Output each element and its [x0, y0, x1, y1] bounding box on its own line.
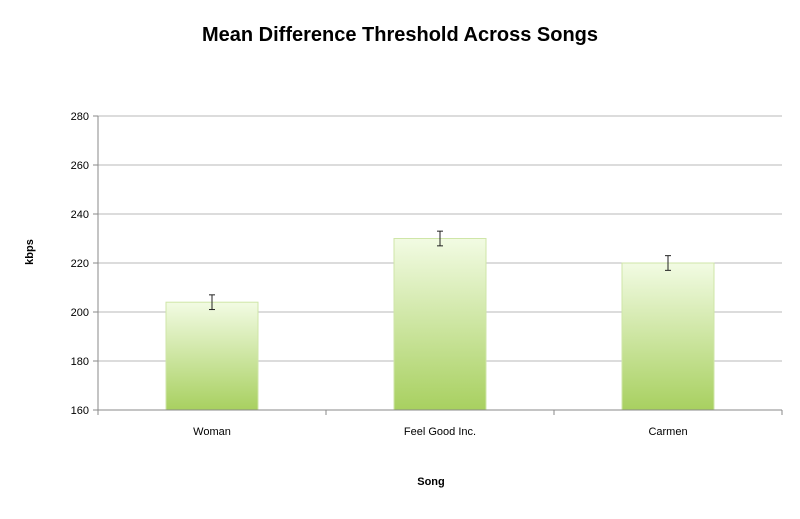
x-tick-label: Woman	[193, 426, 231, 438]
y-tick-label: 260	[71, 160, 89, 172]
y-tick-label: 160	[71, 405, 89, 417]
bar-feel-good-inc	[393, 238, 487, 411]
chart-title: Mean Difference Threshold Across Songs	[202, 24, 598, 46]
y-axis-ticks: 160 180 200 220 240 260 280	[71, 111, 98, 417]
y-tick-label: 200	[71, 307, 89, 319]
x-tick-label: Carmen	[648, 426, 687, 438]
bar-carmen	[621, 262, 715, 411]
y-tick-label: 220	[71, 258, 89, 270]
bar-woman	[165, 301, 259, 411]
x-axis-label: Song	[417, 476, 445, 488]
y-axis-label: kbps	[24, 239, 36, 265]
y-tick-label: 280	[71, 111, 89, 123]
x-axis-ticks: Woman Feel Good Inc. Carmen	[97, 410, 783, 438]
bars	[165, 238, 715, 411]
error-bars	[209, 230, 671, 311]
x-tick-label: Feel Good Inc.	[404, 426, 476, 438]
y-tick-label: 180	[71, 356, 89, 368]
y-tick-label: 240	[71, 209, 89, 221]
